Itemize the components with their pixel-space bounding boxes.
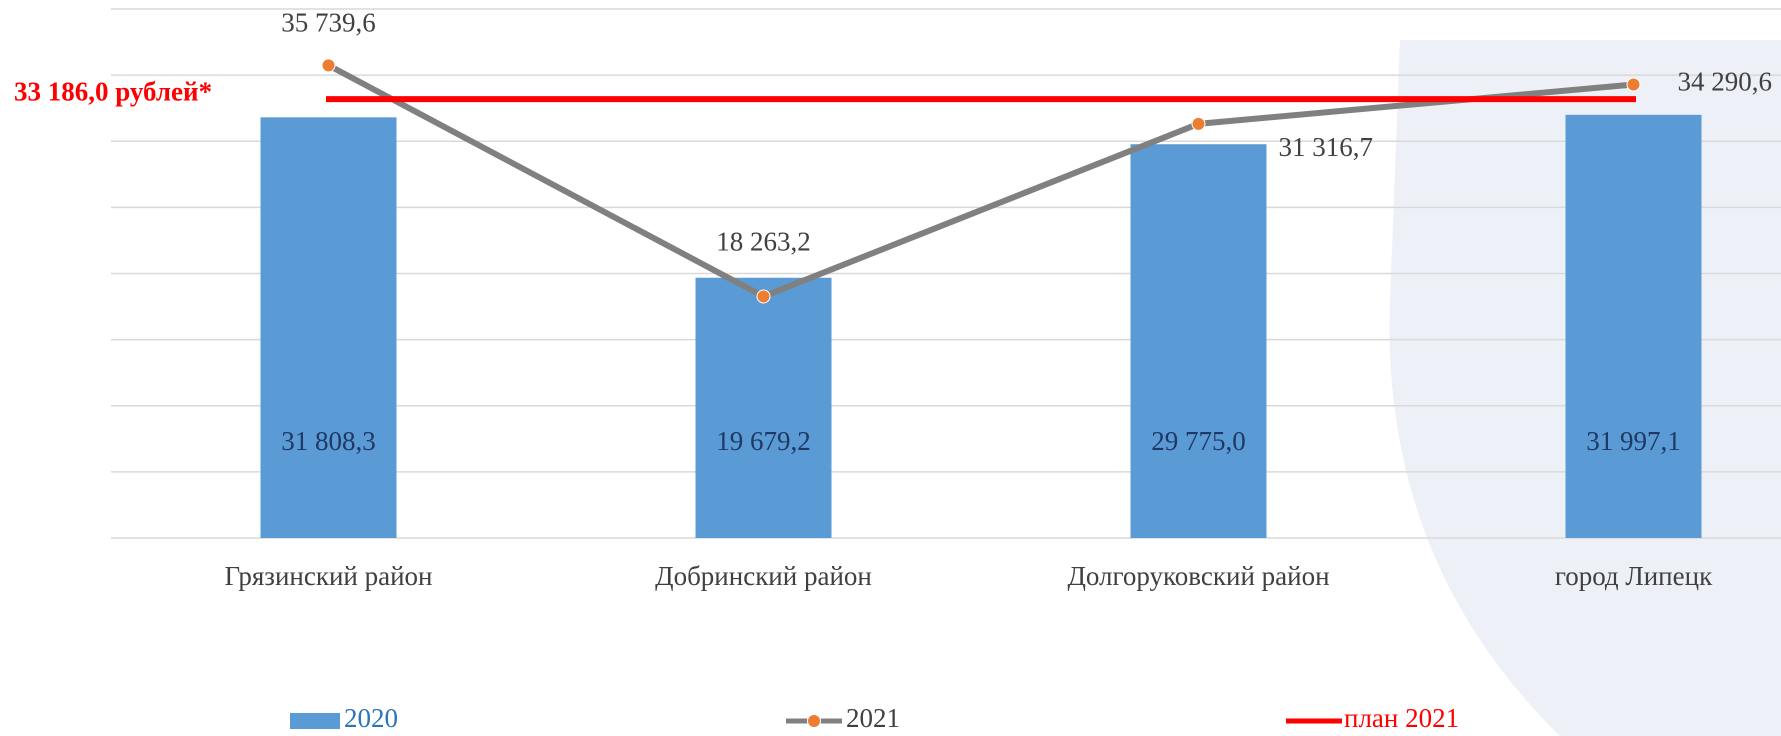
line	[327, 62, 1634, 300]
line-marker	[1626, 77, 1641, 92]
bar	[260, 117, 397, 538]
line-value-label: 18 263,2	[716, 227, 811, 257]
plan-label: 33 186,0 рублей*	[14, 76, 212, 106]
line-value-label: 35 739,6	[281, 8, 376, 38]
line-marker	[1191, 116, 1206, 131]
x-tick-label: Грязинский район	[224, 561, 432, 591]
bar-value-label: 19 679,2	[716, 426, 811, 456]
line-value-label: 34 290,6	[1678, 67, 1773, 97]
x-tick-label: город Липецк	[1555, 561, 1713, 591]
bar	[1565, 114, 1702, 539]
legend-label: 2020	[344, 703, 398, 733]
legend-marker	[807, 714, 821, 728]
bar	[1130, 144, 1267, 538]
line-marker	[321, 58, 336, 73]
line-marker	[756, 289, 771, 304]
legend-label: план 2021	[1344, 703, 1459, 733]
legend-label: 2021	[846, 703, 900, 733]
line-value-label: 31 316,7	[1279, 132, 1374, 162]
bar	[695, 277, 832, 538]
bar-value-label: 29 775,0	[1151, 426, 1246, 456]
x-tick-label: Добринский район	[655, 561, 872, 591]
legend-swatch	[290, 713, 340, 729]
bar-value-label: 31 808,3	[281, 426, 376, 456]
x-tick-label: Долгоруковский район	[1067, 561, 1329, 591]
bar-value-label: 31 997,1	[1586, 426, 1681, 456]
